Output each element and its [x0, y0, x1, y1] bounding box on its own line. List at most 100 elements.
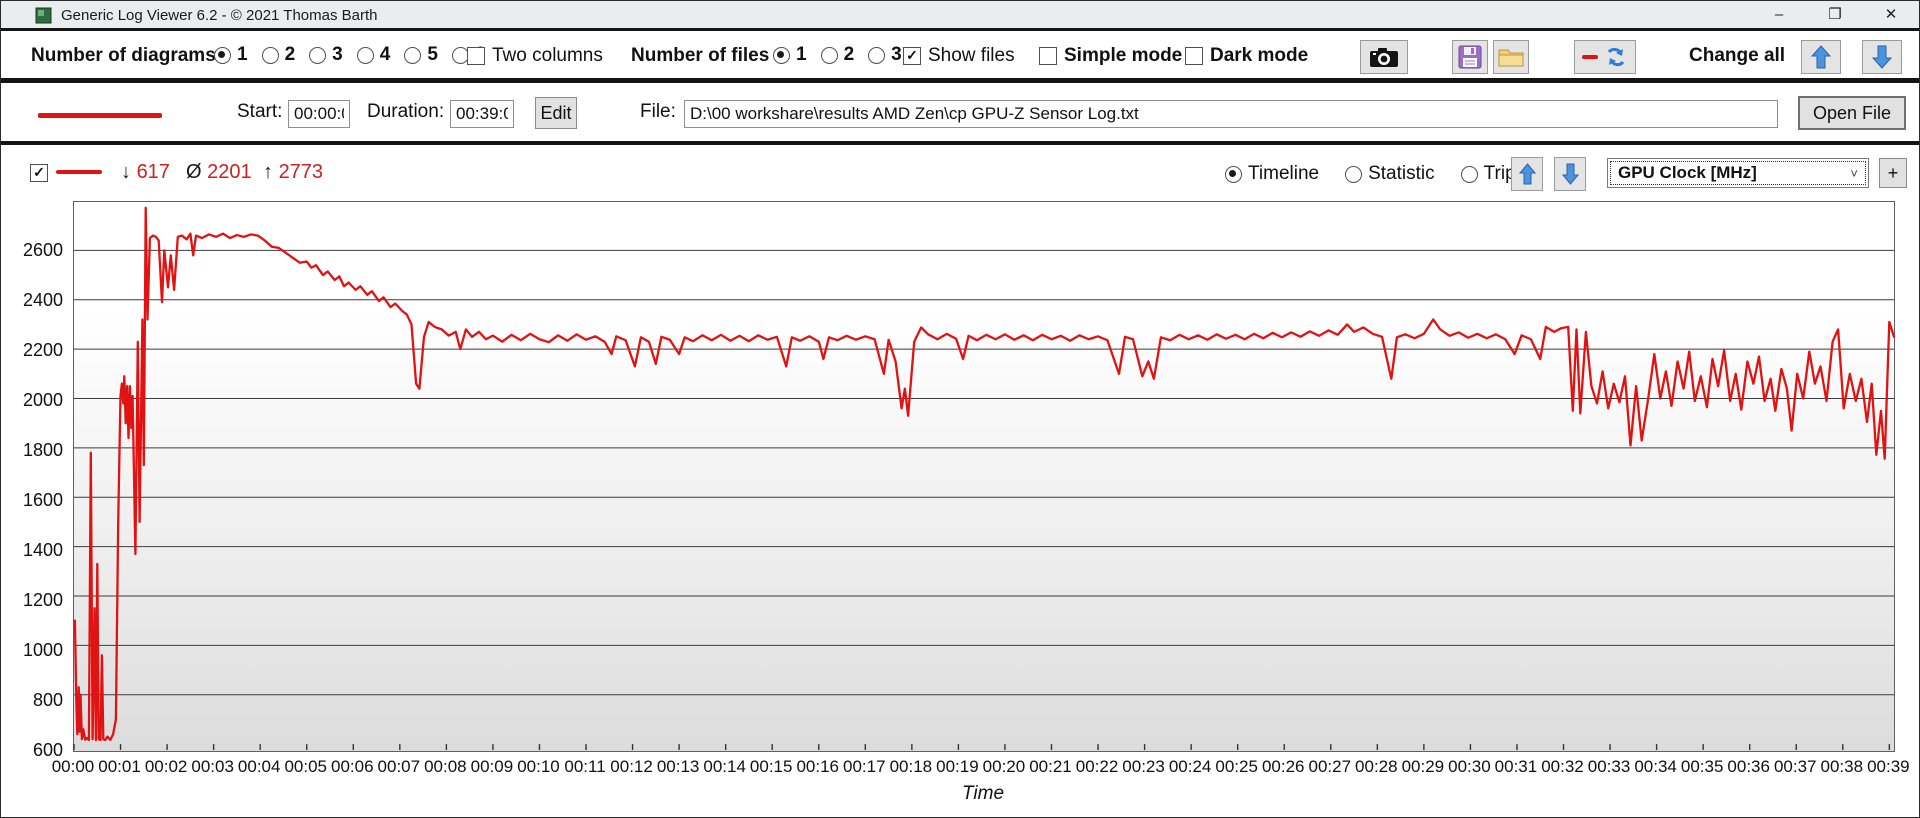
arrow-down-icon	[1872, 45, 1892, 69]
two-columns-label: Two columns	[492, 45, 603, 66]
max-value: 2773	[278, 161, 324, 183]
checkbox-icon[interactable]	[467, 47, 485, 65]
plot-area[interactable]	[73, 201, 1896, 752]
x-tick-label: 00:00	[51, 757, 95, 776]
arrow-up-icon	[1518, 163, 1536, 185]
avg-symbol-icon: Ø	[186, 161, 202, 183]
x-tick-label: 00:15	[749, 757, 793, 776]
files-group-label: Number of files	[631, 45, 770, 66]
series-move-up-button[interactable]	[1511, 157, 1543, 191]
view-mode-radio-group: Timeline Statistic Triple	[1225, 163, 1530, 185]
simple-mode-checkbox[interactable]: Simple mode	[1039, 45, 1182, 67]
radio-icon[interactable]	[1225, 165, 1242, 183]
x-tick-label: 00:05	[284, 757, 327, 776]
x-tick-label: 00:01	[98, 757, 141, 776]
diagram-count-option-4[interactable]: 4	[356, 44, 391, 66]
series-move-down-button[interactable]	[1554, 157, 1586, 191]
radio-icon[interactable]	[868, 46, 886, 64]
radio-icon[interactable]	[1345, 165, 1363, 183]
diagram-count-option-label: 1	[237, 44, 248, 65]
x-tick-label: 00:38	[1820, 757, 1864, 776]
min-value: 617	[136, 161, 170, 183]
dark-mode-checkbox[interactable]: Dark mode	[1185, 45, 1308, 67]
x-tick-label: 00:25	[1215, 757, 1258, 776]
y-tick-label: 2600	[22, 240, 63, 260]
y-tick-label: 1200	[22, 590, 63, 610]
file-label: File:	[640, 101, 676, 122]
add-signal-button[interactable]: +	[1879, 158, 1907, 188]
x-tick-label: 00:36	[1727, 757, 1770, 776]
reset-zoom-icon	[1582, 47, 1625, 67]
diagram-count-option-3[interactable]: 3	[309, 44, 343, 66]
checkbox-icon[interactable]	[1039, 47, 1057, 65]
x-tick-label: 00:39	[1867, 757, 1910, 776]
radio-icon[interactable]	[309, 46, 327, 64]
series-visibility-checkbox[interactable]	[30, 164, 48, 182]
file-legend-line	[38, 113, 162, 118]
screenshot-button[interactable]	[1360, 40, 1408, 74]
y-tick-label: 1800	[22, 440, 63, 460]
diagram-count-option-5[interactable]: 5	[404, 44, 438, 66]
y-tick-label: 2400	[22, 290, 63, 310]
file-controls-row: Start: Duration: Edit File: Open File	[1, 87, 1919, 145]
view-option-timeline[interactable]: Timeline	[1225, 163, 1319, 185]
arrow-up-icon	[1811, 45, 1831, 69]
x-tick-label: 00:14	[703, 757, 746, 776]
series-legend-line	[56, 170, 102, 174]
window-title: Generic Log Viewer 6.2 - © 2021 Thomas B…	[61, 7, 378, 24]
radio-icon[interactable]	[356, 46, 374, 64]
file-count-option-1[interactable]: 1	[773, 44, 807, 66]
radio-icon[interactable]	[404, 46, 422, 64]
signal-select-dropdown[interactable]: GPU Clock [MHz] ˅	[1607, 158, 1869, 188]
view-option-statistic[interactable]: Statistic	[1345, 163, 1435, 185]
radio-icon[interactable]	[261, 46, 279, 64]
diagram-count-option-label: 4	[379, 44, 391, 65]
reset-zoom-button[interactable]	[1574, 40, 1636, 74]
radio-icon[interactable]	[214, 46, 231, 64]
maximize-button[interactable]: ❐	[1828, 6, 1842, 23]
checkbox-icon[interactable]	[903, 47, 921, 65]
x-tick-label: 00:32	[1541, 757, 1584, 776]
series-avg-stat: Ø 2201	[186, 161, 252, 184]
checkbox-icon[interactable]	[1185, 47, 1203, 65]
diagram-count-option-2[interactable]: 2	[261, 44, 295, 66]
save-button[interactable]	[1452, 40, 1488, 74]
view-option-label: Statistic	[1368, 163, 1435, 184]
duration-input[interactable]	[450, 100, 514, 128]
file-count-option-label: 2	[843, 44, 855, 65]
start-time-input[interactable]	[288, 100, 350, 128]
radio-icon[interactable]	[773, 46, 790, 64]
open-file-button[interactable]: Open File	[1798, 96, 1906, 130]
y-tick-label: 2000	[22, 390, 63, 410]
radio-icon[interactable]	[820, 46, 838, 64]
close-button[interactable]: ✕	[1884, 6, 1898, 23]
timeline-chart	[73, 206, 1896, 751]
file-count-option-2[interactable]: 2	[820, 44, 855, 66]
x-tick-label: 00:37	[1773, 757, 1817, 776]
max-arrow-icon: ↑	[263, 161, 273, 183]
minimize-button[interactable]: –	[1774, 6, 1784, 23]
signal-select-value: GPU Clock [MHz]	[1618, 163, 1757, 182]
series-min-stat: ↓ 617	[121, 161, 170, 184]
x-tick-label: 00:19	[936, 757, 979, 776]
y-tick-label: 1600	[22, 490, 63, 510]
avg-value: 2201	[207, 161, 252, 183]
open-folder-button[interactable]	[1493, 40, 1529, 74]
move-all-down-button[interactable]	[1862, 40, 1902, 74]
move-all-up-button[interactable]	[1801, 40, 1841, 74]
y-tick-label: 600	[32, 740, 63, 760]
radio-icon[interactable]	[1460, 165, 1478, 183]
x-tick-label: 00:33	[1587, 757, 1631, 776]
two-columns-checkbox[interactable]: Two columns	[467, 45, 603, 67]
edit-button[interactable]: Edit	[535, 97, 577, 129]
diagram-count-option-1[interactable]: 1	[214, 44, 248, 66]
file-path-input[interactable]	[684, 100, 1778, 128]
x-tick-label: 00:20	[982, 757, 1026, 776]
start-label: Start:	[237, 101, 283, 122]
show-files-checkbox[interactable]: Show files	[903, 45, 1015, 67]
x-tick-label: 00:07	[377, 757, 421, 776]
diagram-count-option-label: 5	[427, 44, 438, 65]
file-count-option-3[interactable]: 3	[868, 44, 902, 66]
file-count-radio-group: 1 2 3	[773, 44, 902, 66]
x-tick-label: 00:12	[610, 757, 653, 776]
